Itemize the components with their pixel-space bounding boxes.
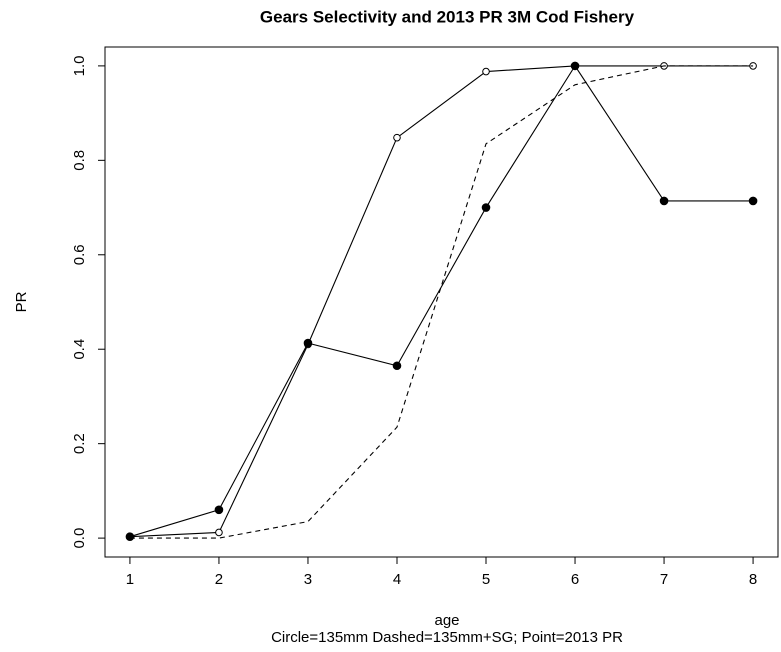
series-line — [129, 65, 754, 538]
data-point — [392, 361, 402, 371]
x-tick-label: 3 — [304, 571, 312, 588]
x-tick-label: 2 — [215, 571, 223, 588]
data-point — [214, 505, 224, 515]
data-point — [659, 196, 669, 206]
y-tick-label: 0.0 — [71, 528, 88, 549]
x-axis-label: age — [434, 612, 459, 629]
data-point — [125, 532, 135, 541]
data-point — [570, 61, 580, 71]
chart-title: Gears Selectivity and 2013 PR 3M Cod Fis… — [260, 7, 635, 26]
y-axis-label: PR — [13, 291, 30, 312]
data-point — [482, 67, 490, 76]
data-point — [748, 196, 758, 206]
x-tick-label: 8 — [749, 571, 757, 588]
y-tick-label: 0.4 — [71, 339, 88, 360]
data-point — [215, 528, 223, 537]
y-tick-label: 1.0 — [71, 55, 88, 76]
data-point — [481, 203, 491, 212]
y-tick-label: 0.8 — [71, 150, 88, 171]
data-point — [303, 338, 313, 348]
x-tick-label: 6 — [571, 571, 579, 588]
plot-frame — [104, 46, 779, 558]
series-line — [129, 64, 754, 538]
y-tick-label: 0.6 — [71, 244, 88, 265]
subtitle: Circle=135mm Dashed=135mm+SG; Point=2013… — [271, 629, 623, 646]
x-tick-label: 7 — [660, 571, 668, 588]
x-tick-label: 5 — [482, 571, 490, 588]
data-point — [393, 133, 401, 142]
x-tick-label: 4 — [393, 571, 401, 588]
x-tick-label: 1 — [126, 571, 134, 588]
y-tick-label: 0.2 — [71, 433, 88, 454]
series-line — [129, 65, 754, 539]
